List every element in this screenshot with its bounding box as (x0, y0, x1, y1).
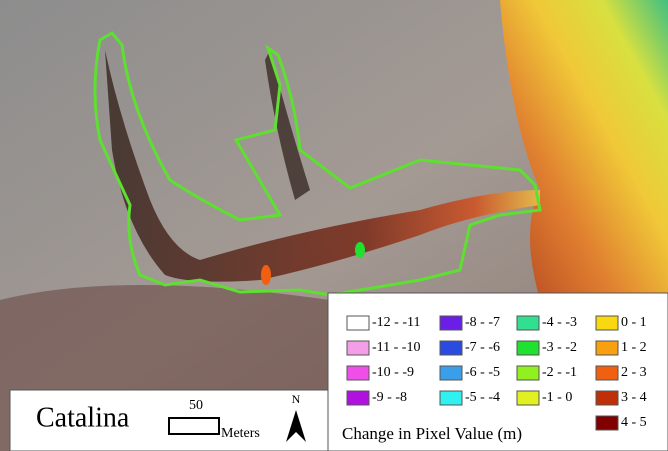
legend-label: -7 - -6 (465, 340, 500, 355)
north-label: N (292, 392, 301, 406)
legend-label: -8 - -7 (465, 315, 500, 330)
legend-label: -6 - -5 (465, 365, 500, 380)
legend-swatch (440, 316, 462, 330)
legend-swatch (596, 316, 618, 330)
map: Catalina 50 Meters N Change in Pixel Val… (0, 0, 668, 451)
legend-swatch (440, 341, 462, 355)
legend-title: Change in Pixel Value (m) (342, 424, 522, 443)
legend-label: -12 - -11 (372, 315, 420, 330)
legend-swatch (517, 391, 539, 405)
legend-label: 2 - 3 (621, 365, 647, 380)
legend-label: 3 - 4 (621, 390, 647, 405)
change-patch (355, 242, 365, 258)
legend-swatch (517, 366, 539, 380)
legend-label: -2 - -1 (542, 365, 577, 380)
legend-swatch (517, 316, 539, 330)
legend-swatch (347, 366, 369, 380)
legend-swatch (347, 316, 369, 330)
legend-label: -4 - -3 (542, 315, 577, 330)
legend-swatch (347, 391, 369, 405)
legend-swatch (517, 341, 539, 355)
legend-swatch (596, 366, 618, 380)
scale-bar (169, 418, 219, 434)
legend-label: -11 - -10 (372, 340, 420, 355)
page: {"map": {"title": "Catalina", "scale_bar… (0, 0, 668, 451)
legend-label: 1 - 2 (621, 340, 647, 355)
legend-swatch (596, 416, 618, 430)
legend-swatch (596, 341, 618, 355)
legend-label: -3 - -2 (542, 340, 577, 355)
scale-value: 50 (189, 398, 203, 413)
legend-label: -5 - -4 (465, 390, 500, 405)
legend-swatch (596, 391, 618, 405)
legend-label: -10 - -9 (372, 365, 414, 380)
map-title: Catalina (36, 402, 130, 433)
legend-label: 4 - 5 (621, 415, 647, 430)
legend-label: -9 - -8 (372, 390, 407, 405)
legend-swatch (347, 341, 369, 355)
legend-swatch (440, 391, 462, 405)
legend-swatch (440, 366, 462, 380)
legend-label: -1 - 0 (542, 390, 572, 405)
scale-unit: Meters (221, 426, 260, 441)
legend-label: 0 - 1 (621, 315, 647, 330)
change-patch (261, 265, 271, 285)
